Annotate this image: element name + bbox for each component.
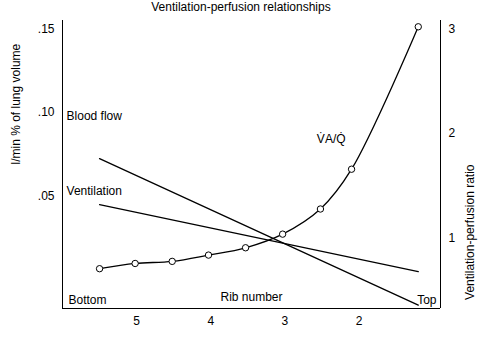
svg-text:3: 3 <box>282 314 289 328</box>
svg-text:Ventilation-perfusion ratio: Ventilation-perfusion ratio <box>463 164 477 300</box>
svg-text:Ventilation: Ventilation <box>67 184 122 198</box>
svg-text:Bottom: Bottom <box>69 293 107 307</box>
svg-text:1: 1 <box>449 231 456 245</box>
svg-text:2: 2 <box>356 314 363 328</box>
svg-text:5: 5 <box>133 314 140 328</box>
html-text:Ventilation-perfusion relation: Ventilation-perfusion relationships <box>151 0 331 14</box>
svg-text:Blood flow: Blood flow <box>67 109 123 123</box>
svg-text:l/min % of lung volume: l/min % of lung volume <box>9 43 23 164</box>
svg-text:.05: .05 <box>38 189 55 203</box>
svg-text:Top: Top <box>417 293 437 307</box>
svg-text:3: 3 <box>449 22 456 36</box>
svg-text:2: 2 <box>449 126 456 140</box>
svg-text:Rib number: Rib number <box>220 290 282 304</box>
svg-text:.10: .10 <box>38 105 55 119</box>
svg-text:4: 4 <box>207 314 214 328</box>
svg-text:.15: .15 <box>38 22 55 36</box>
svg-text:V̇A/Q̇: V̇A/Q̇ <box>317 132 346 146</box>
